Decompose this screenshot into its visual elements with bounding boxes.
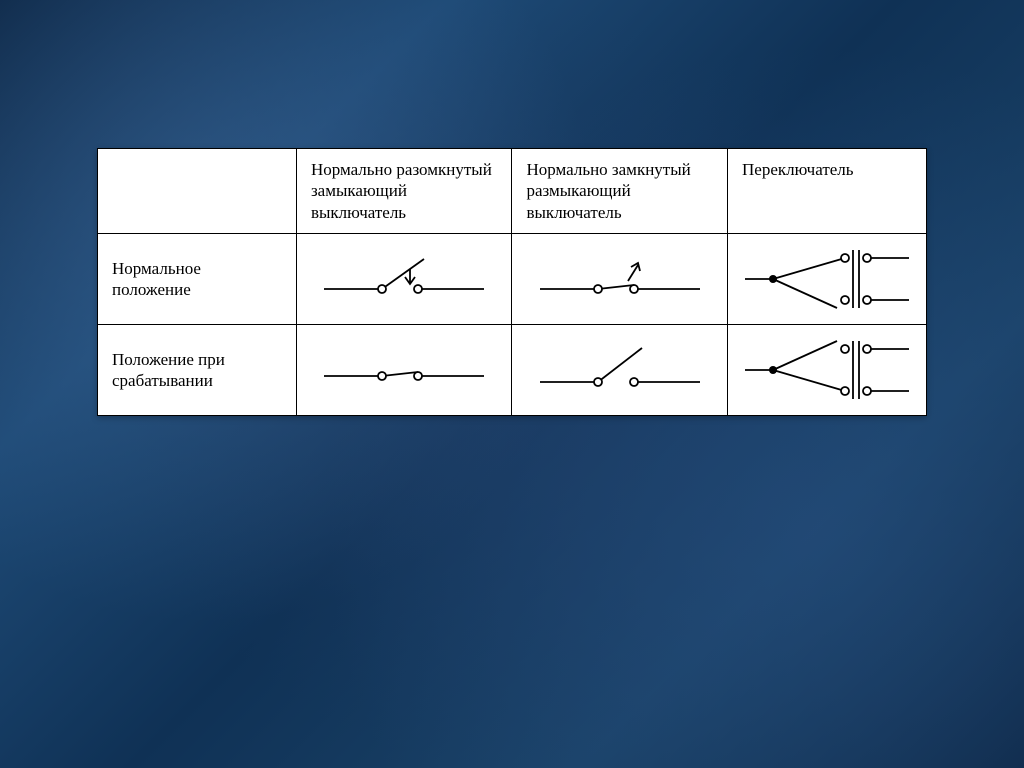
rowlabel-normal: Нормальное положение xyxy=(98,233,297,324)
rowlabel-activated: Положение при срабатывании xyxy=(98,324,297,415)
cell-changeover-activated xyxy=(728,324,927,415)
header-changeover: Переключатель xyxy=(728,149,927,234)
table-header-row: Нормально разомкнутый замыкающий выключа… xyxy=(98,149,927,234)
switch-normally-open-icon xyxy=(314,243,494,315)
cell-nc-normal xyxy=(512,233,728,324)
header-normally-open: Нормально разомкнутый замыкающий выключа… xyxy=(296,149,512,234)
cell-nc-activated xyxy=(512,324,728,415)
switch-nc-activated-icon xyxy=(530,334,710,406)
switch-symbols-table: Нормально разомкнутый замыкающий выключа… xyxy=(97,148,927,416)
header-normally-closed: Нормально замкнутый размыкающий выключат… xyxy=(512,149,728,234)
cell-no-activated xyxy=(296,324,512,415)
switch-changeover-activated-icon xyxy=(737,331,917,409)
cell-no-normal xyxy=(296,233,512,324)
switch-no-activated-icon xyxy=(314,334,494,406)
table-row-normal: Нормальное положение xyxy=(98,233,927,324)
table-row-activated: Положение при срабатывании xyxy=(98,324,927,415)
cell-changeover-normal xyxy=(728,233,927,324)
diagram-table-panel: Нормально разомкнутый замыкающий выключа… xyxy=(97,148,927,416)
switch-normally-closed-icon xyxy=(530,243,710,315)
switch-changeover-normal-icon xyxy=(737,240,917,318)
header-empty xyxy=(98,149,297,234)
